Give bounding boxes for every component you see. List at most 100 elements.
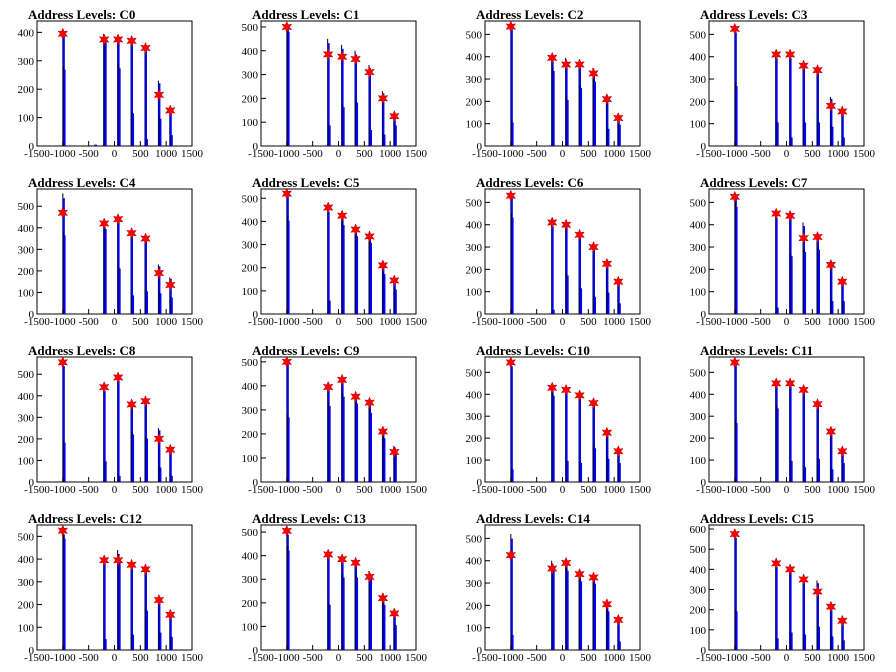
plot-title: Address Levels: C4 bbox=[28, 175, 136, 190]
y-tick-label: 500 bbox=[18, 201, 35, 213]
histogram-plot: Address Levels: C20100200300400500-1500-… bbox=[466, 7, 652, 160]
x-tick-label: 500 bbox=[132, 148, 149, 160]
x-tick-label: 0 bbox=[112, 316, 118, 328]
histogram-panel: Address Levels: C3 0 100 200 300 400 500 -1500-… bbox=[672, 0, 896, 168]
x-tick-label: 1500 bbox=[853, 652, 876, 664]
peak-marker bbox=[112, 371, 124, 384]
y-tick-label: 500 bbox=[466, 367, 483, 379]
y-tick-label: 400 bbox=[466, 556, 483, 568]
peak-marker bbox=[588, 396, 599, 410]
x-tick-label: 500 bbox=[356, 484, 373, 496]
plot-frame bbox=[484, 188, 641, 315]
x-tick-label: 500 bbox=[132, 316, 149, 328]
x-tick-label: 0 bbox=[336, 484, 342, 496]
y-tick-label: 500 bbox=[466, 533, 483, 545]
peak-marker bbox=[57, 356, 69, 369]
peak-marker bbox=[126, 34, 137, 48]
y-tick-label: 0 bbox=[701, 141, 707, 153]
peak-marker bbox=[350, 390, 361, 403]
plot-title: Address Levels: C6 bbox=[476, 175, 584, 190]
y-tick-label: 600 bbox=[690, 524, 707, 536]
x-tick-label: -1500 bbox=[248, 652, 274, 664]
peak-marker bbox=[388, 110, 400, 123]
y-tick-label: 100 bbox=[466, 119, 483, 131]
x-tick-label: -1500 bbox=[696, 652, 722, 664]
peak-marker bbox=[322, 201, 334, 214]
peak-marker bbox=[98, 554, 110, 567]
peak-marker bbox=[546, 216, 558, 229]
x-tick-label: 1000 bbox=[379, 652, 402, 664]
plot-title: Address Levels: C1 bbox=[252, 7, 359, 22]
peak-marker bbox=[281, 20, 293, 34]
peak-marker bbox=[601, 257, 613, 270]
y-tick-label: 200 bbox=[466, 264, 483, 276]
peak-marker bbox=[112, 33, 124, 46]
peak-marker bbox=[322, 48, 334, 61]
x-tick-label: 1000 bbox=[603, 652, 626, 664]
x-tick-label: 1500 bbox=[405, 652, 428, 664]
peak-marker bbox=[364, 66, 375, 79]
y-tick-label: 400 bbox=[466, 52, 483, 64]
y-tick-label: 200 bbox=[242, 598, 259, 610]
histogram-panel: Address Levels: C10 0 100 200 300 400 500 -1500… bbox=[448, 336, 672, 504]
y-tick-label: 400 bbox=[242, 216, 259, 228]
x-tick-label: -500 bbox=[79, 652, 100, 664]
peak-marker bbox=[798, 573, 809, 586]
x-tick-label: -1500 bbox=[472, 316, 498, 328]
y-tick-label: 100 bbox=[466, 455, 483, 467]
peak-marker bbox=[574, 58, 585, 71]
plot-frame bbox=[260, 188, 417, 315]
y-tick-label: 400 bbox=[690, 52, 707, 64]
y-tick-label: 500 bbox=[690, 197, 707, 209]
x-tick-label: -500 bbox=[527, 484, 548, 496]
peak-marker bbox=[825, 99, 837, 112]
y-tick-label: 100 bbox=[18, 622, 35, 634]
peak-marker bbox=[825, 600, 837, 613]
x-tick-label: -500 bbox=[303, 316, 324, 328]
x-tick-label: 0 bbox=[112, 652, 118, 664]
peak-marker bbox=[836, 105, 848, 118]
peak-marker bbox=[770, 207, 782, 220]
x-tick-label: 0 bbox=[336, 316, 342, 328]
x-tick-label: 1000 bbox=[379, 484, 402, 496]
peak-marker bbox=[770, 48, 782, 61]
y-tick-label: 500 bbox=[690, 29, 707, 41]
y-tick-label: 0 bbox=[29, 645, 35, 657]
peak-marker bbox=[364, 230, 375, 243]
x-tick-label: 1000 bbox=[827, 652, 850, 664]
peak-marker bbox=[798, 231, 809, 245]
plot-title: Address Levels: C11 bbox=[700, 343, 813, 358]
y-tick-label: 100 bbox=[690, 287, 707, 299]
peak-marker bbox=[798, 383, 809, 397]
x-tick-label: 1500 bbox=[181, 652, 204, 664]
peak-marker bbox=[281, 187, 293, 200]
y-tick-label: 200 bbox=[242, 93, 259, 105]
plot-frame bbox=[484, 356, 641, 483]
x-tick-label: 1000 bbox=[827, 148, 850, 160]
y-tick-label: 100 bbox=[690, 625, 707, 637]
histogram-plot: Address Levels: C10100200300400500-1500-… bbox=[242, 7, 428, 160]
y-tick-label: 400 bbox=[18, 391, 35, 403]
x-tick-label: -1000 bbox=[50, 484, 76, 496]
histogram-plot: Address Levels: C80100200300400500-1500-… bbox=[18, 343, 204, 496]
y-tick-label: 200 bbox=[242, 263, 259, 275]
y-tick-label: 500 bbox=[690, 367, 707, 379]
y-tick-label: 100 bbox=[690, 455, 707, 467]
peak-marker bbox=[140, 232, 151, 245]
x-tick-label: -1500 bbox=[24, 148, 50, 160]
peak-marker bbox=[126, 398, 137, 411]
x-tick-label: -1500 bbox=[248, 484, 274, 496]
x-tick-label: 500 bbox=[132, 652, 149, 664]
histogram-panel: Address Levels: C13 0 100 200 300 400 500 -1500… bbox=[224, 504, 448, 672]
x-tick-label: -1000 bbox=[498, 148, 524, 160]
y-tick-label: 300 bbox=[242, 574, 259, 586]
y-tick-label: 500 bbox=[242, 22, 259, 34]
peak-marker bbox=[812, 585, 823, 598]
x-tick-label: 1500 bbox=[853, 148, 876, 160]
x-tick-label: 0 bbox=[560, 316, 566, 328]
peak-marker bbox=[505, 189, 517, 202]
y-tick-label: 100 bbox=[690, 119, 707, 131]
peak-marker bbox=[574, 228, 585, 241]
plot-frame bbox=[260, 20, 417, 147]
peak-marker bbox=[612, 445, 624, 458]
